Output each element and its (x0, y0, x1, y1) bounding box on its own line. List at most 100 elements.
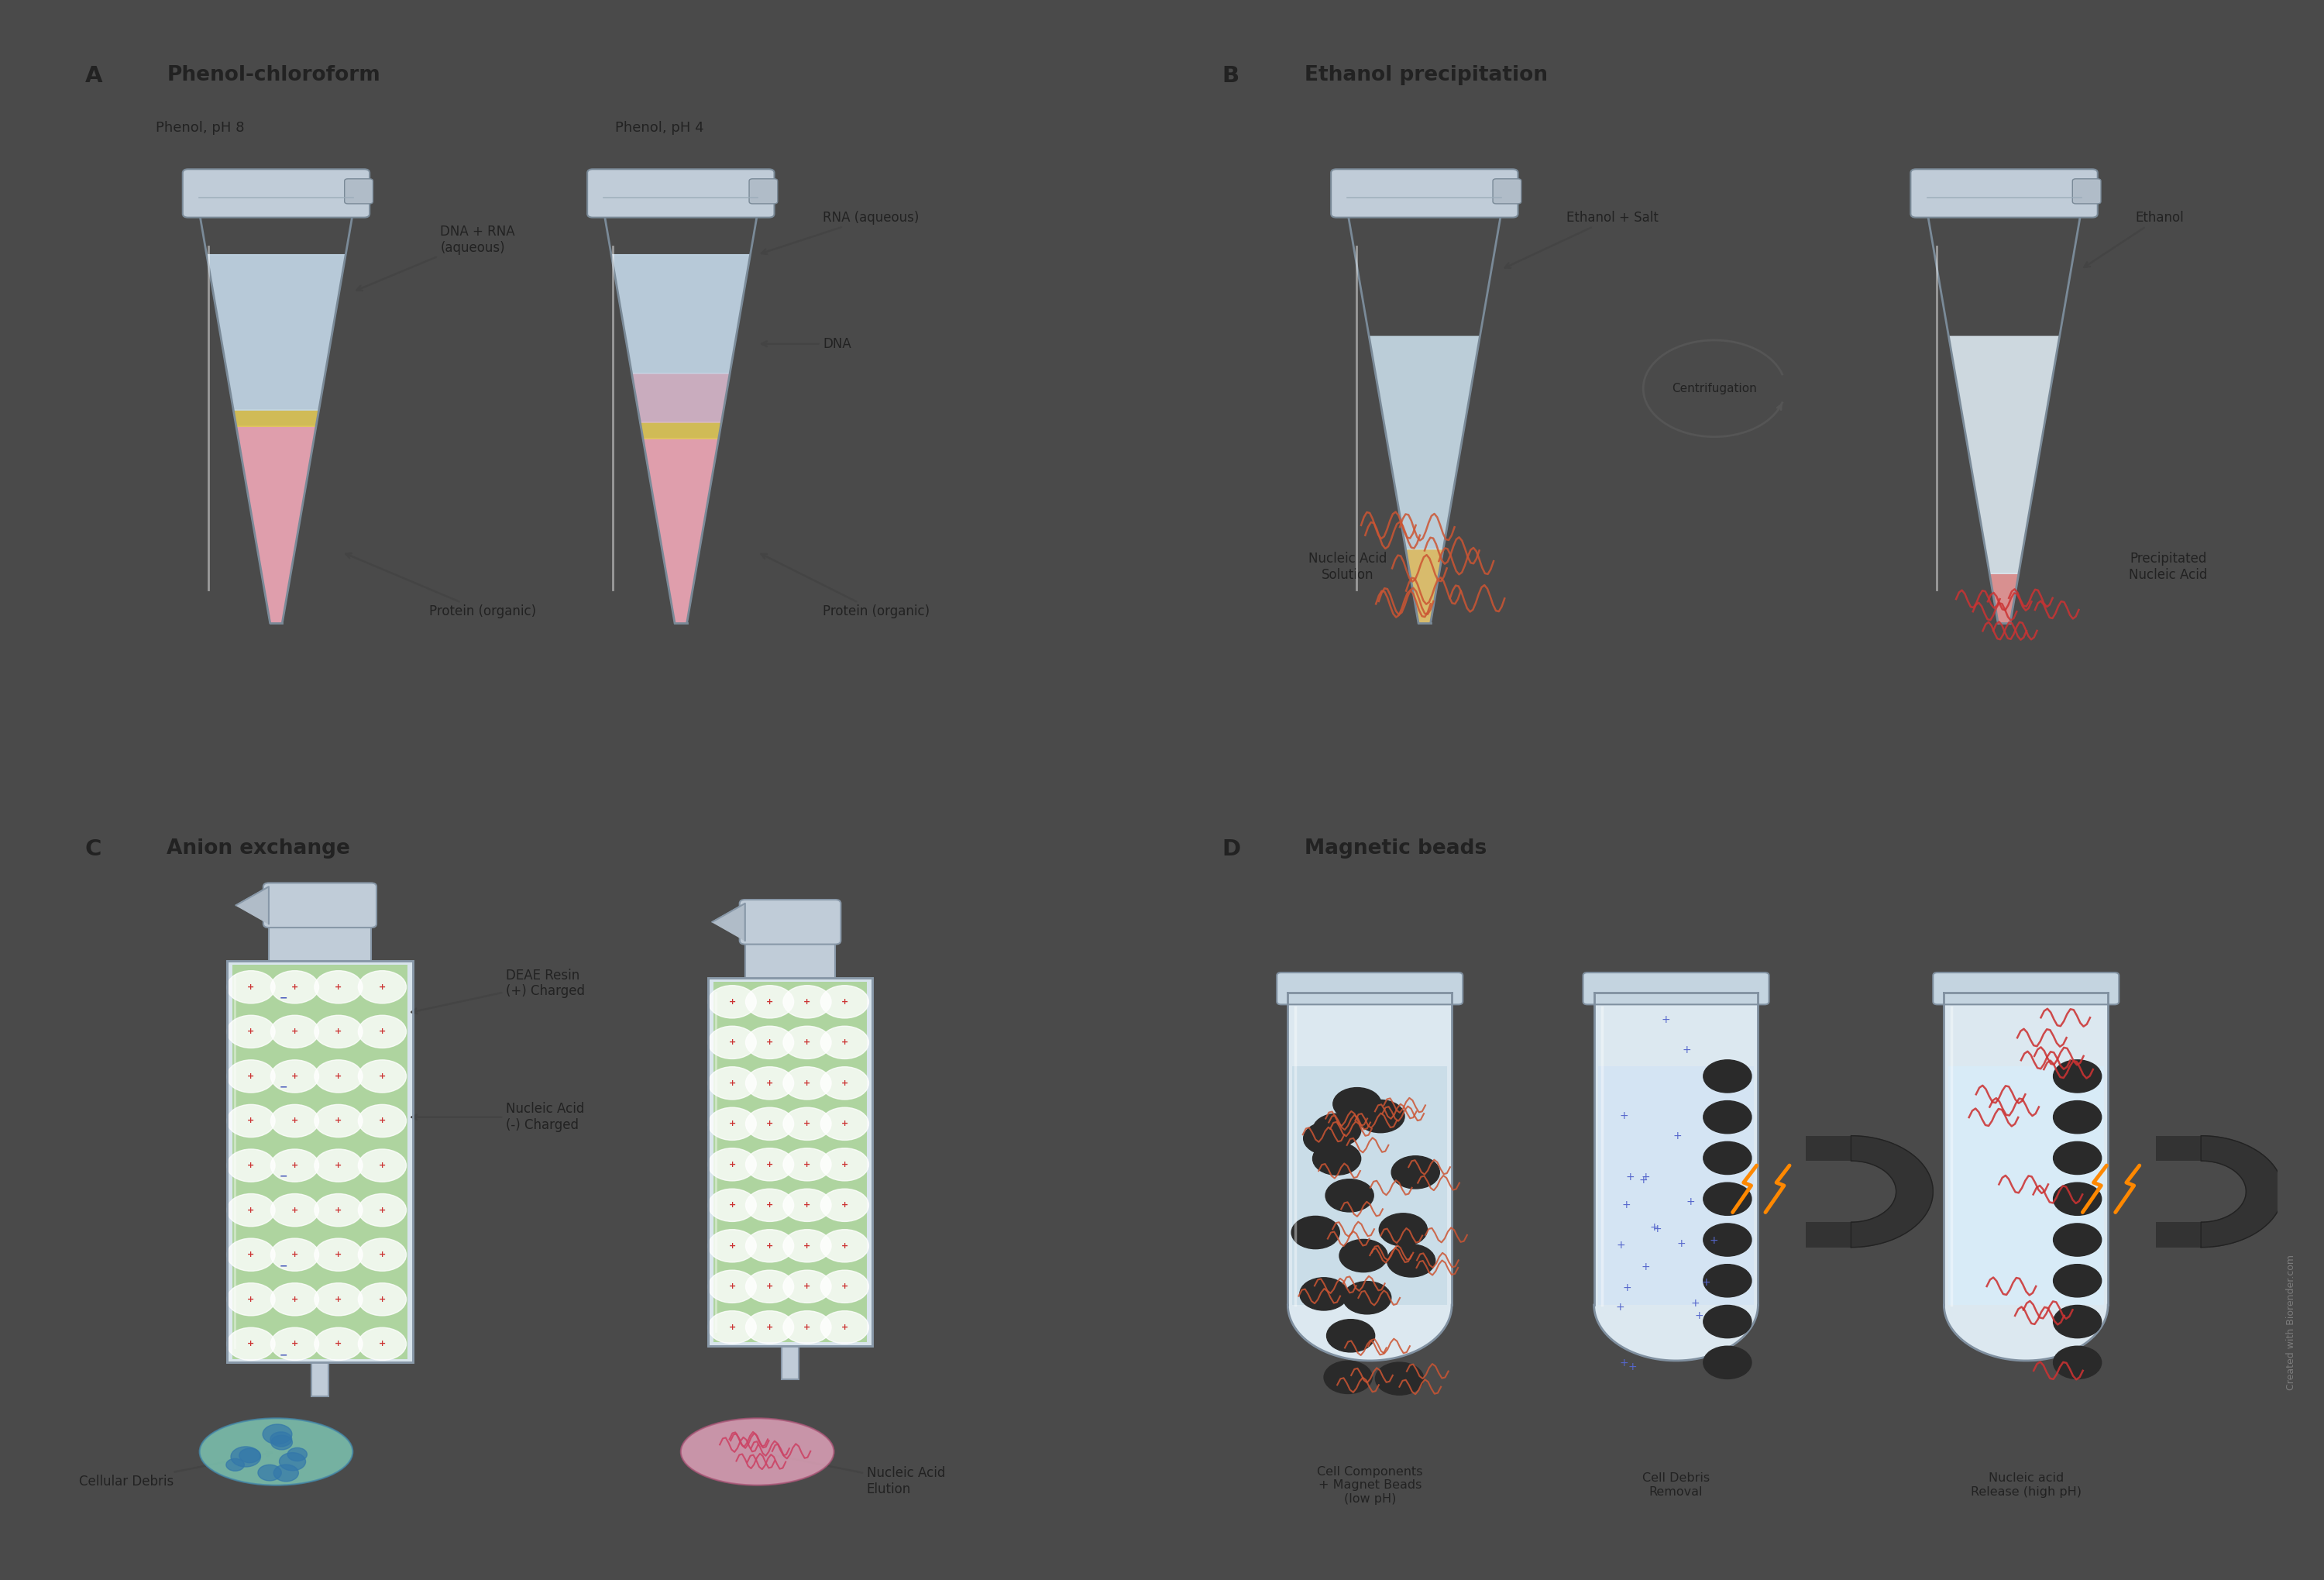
Text: +: + (246, 1161, 256, 1169)
Text: Phenol, pH 8: Phenol, pH 8 (156, 120, 244, 134)
Circle shape (783, 1149, 832, 1180)
Text: +: + (335, 1296, 342, 1303)
Text: +: + (767, 1038, 774, 1046)
Text: +: + (290, 983, 297, 991)
Text: DEAE Resin
(+) Charged: DEAE Resin (+) Charged (411, 969, 586, 1014)
Circle shape (228, 1149, 274, 1182)
Circle shape (2054, 1101, 2101, 1133)
FancyBboxPatch shape (344, 179, 372, 204)
Text: +: + (246, 1073, 256, 1081)
Text: Centrifugation: Centrifugation (1671, 382, 1757, 395)
Polygon shape (611, 254, 751, 373)
Text: +: + (1652, 1223, 1662, 1234)
Text: Phenol-chloroform: Phenol-chloroform (167, 65, 381, 85)
Text: +: + (290, 1206, 297, 1213)
Circle shape (228, 1283, 274, 1316)
Text: +: + (290, 1117, 297, 1125)
Circle shape (1339, 1239, 1387, 1272)
Text: +: + (1624, 1171, 1634, 1182)
Text: Anion exchange: Anion exchange (167, 839, 351, 858)
Polygon shape (1406, 550, 1443, 623)
Circle shape (820, 1108, 869, 1141)
Text: Cell Debris
Removal: Cell Debris Removal (1643, 1473, 1710, 1498)
Circle shape (709, 1270, 755, 1303)
Text: +: + (841, 1201, 848, 1209)
Text: +: + (1683, 1044, 1692, 1055)
Bar (311, 1362, 328, 1397)
Circle shape (1334, 1087, 1380, 1120)
Text: +: + (246, 983, 256, 991)
Circle shape (1703, 1264, 1752, 1297)
Circle shape (314, 1194, 363, 1226)
Circle shape (258, 1465, 281, 1480)
Polygon shape (2201, 1136, 2282, 1247)
Text: +: + (246, 1027, 256, 1035)
Text: +: + (804, 1242, 811, 1250)
Circle shape (314, 1016, 363, 1048)
Text: +: + (379, 1027, 386, 1035)
Text: +: + (841, 1120, 848, 1128)
Circle shape (228, 1239, 274, 1270)
Text: Phenol, pH 4: Phenol, pH 4 (616, 120, 704, 134)
Circle shape (228, 1327, 274, 1360)
Circle shape (746, 1025, 795, 1059)
Text: DNA + RNA
(aqueous): DNA + RNA (aqueous) (356, 224, 516, 291)
Text: +: + (290, 1073, 297, 1081)
Bar (709, 978, 871, 1346)
Circle shape (746, 986, 795, 1018)
Text: D: D (1222, 839, 1241, 860)
Text: Nucleic Acid
Solution: Nucleic Acid Solution (1308, 551, 1387, 581)
Text: +: + (804, 1324, 811, 1330)
Text: +: + (290, 1027, 297, 1035)
Bar (1943, 992, 2108, 1305)
Circle shape (314, 1239, 363, 1270)
FancyBboxPatch shape (184, 169, 370, 218)
Circle shape (1703, 1346, 1752, 1379)
Circle shape (746, 1188, 795, 1221)
Bar (709, 978, 871, 1346)
Text: +: + (335, 1027, 342, 1035)
Circle shape (270, 1239, 318, 1270)
Circle shape (1327, 1319, 1376, 1352)
Text: +: + (1694, 1310, 1703, 1321)
Circle shape (1703, 1101, 1752, 1133)
Text: Ethanol + Salt: Ethanol + Salt (1506, 210, 1659, 269)
Bar (1599, 1066, 1755, 1305)
Text: +: + (767, 1324, 774, 1330)
Bar (232, 965, 407, 1359)
Text: +: + (246, 1251, 256, 1259)
Polygon shape (1287, 1305, 1452, 1360)
Polygon shape (639, 422, 720, 439)
Circle shape (820, 1025, 869, 1059)
Text: Protein (organic): Protein (organic) (346, 553, 537, 618)
Text: +: + (335, 1073, 342, 1081)
Circle shape (358, 1239, 407, 1270)
Text: −: − (279, 1349, 288, 1360)
Circle shape (228, 1104, 274, 1138)
Text: −: − (279, 1261, 288, 1270)
Text: −: − (279, 994, 288, 1003)
FancyBboxPatch shape (1934, 973, 2119, 1005)
Text: +: + (335, 1161, 342, 1169)
Text: +: + (767, 1120, 774, 1128)
Circle shape (1313, 1114, 1362, 1147)
FancyBboxPatch shape (739, 899, 841, 945)
Text: +: + (804, 1201, 811, 1209)
Text: +: + (1620, 1111, 1629, 1122)
Circle shape (783, 1066, 832, 1100)
Bar (1292, 1066, 1448, 1305)
Text: +: + (730, 1079, 737, 1087)
Text: +: + (841, 999, 848, 1006)
Text: +: + (1622, 1283, 1631, 1294)
Circle shape (1387, 1245, 1436, 1277)
Text: Ethanol precipitation: Ethanol precipitation (1304, 65, 1548, 85)
Circle shape (314, 1060, 363, 1093)
Text: +: + (1615, 1302, 1624, 1313)
Polygon shape (232, 411, 318, 427)
Circle shape (270, 970, 318, 1003)
Text: +: + (730, 999, 737, 1006)
Text: +: + (841, 1324, 848, 1330)
Circle shape (272, 1435, 293, 1450)
Circle shape (239, 1449, 260, 1463)
Text: +: + (730, 1324, 737, 1330)
